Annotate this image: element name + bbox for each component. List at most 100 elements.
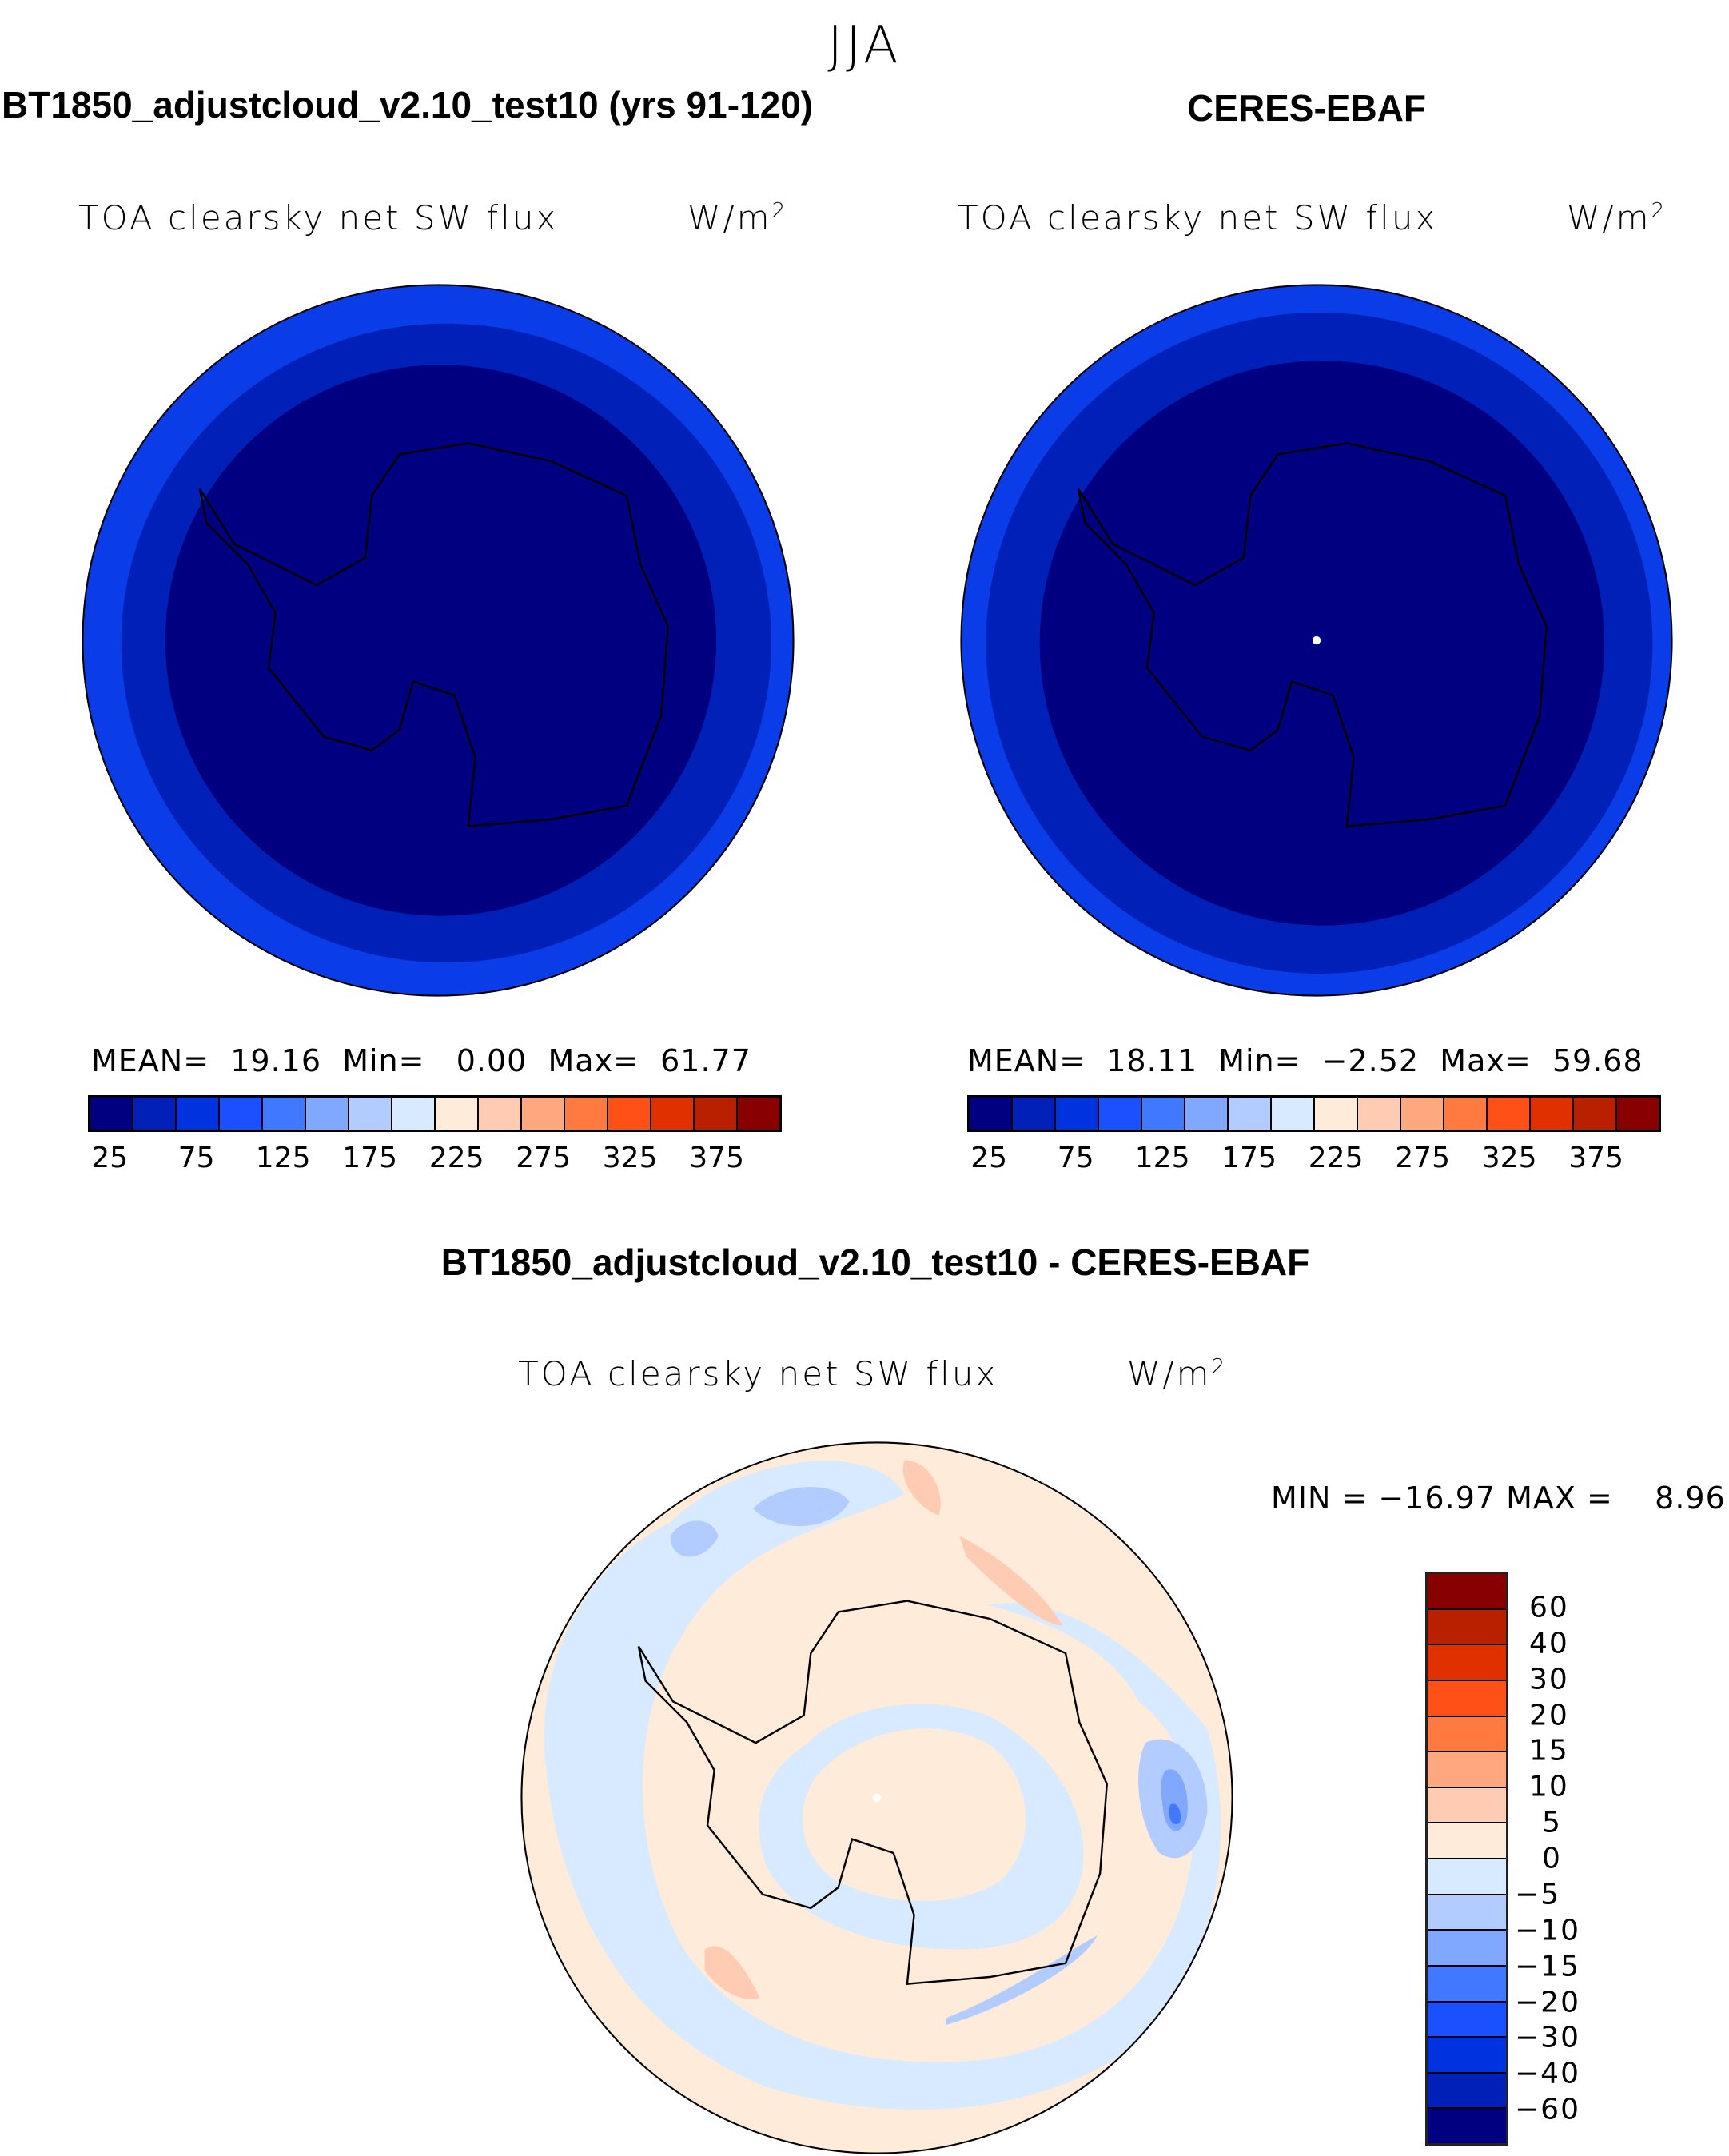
panel1-stats: MEAN= 19.16 Min= 0.00 Max= 61.77 (91, 1043, 751, 1078)
colorbar-tick-label: 325 (1481, 1142, 1537, 1174)
colorbar-box-11 (1444, 1098, 1488, 1130)
colorbar-tick-label: 0 (1542, 1842, 1562, 1875)
colorbar-box-13 (1531, 1098, 1574, 1130)
colorbar-box-15 (738, 1098, 779, 1130)
colorbar-box-15 (1617, 1098, 1659, 1130)
colorbar-tick-label: 175 (342, 1142, 397, 1174)
colorbar-tick-label: 225 (1308, 1142, 1364, 1174)
panel3-map (520, 1441, 1233, 2154)
colorbar-box-9 (1358, 1098, 1401, 1130)
colorbar-box-3 (220, 1098, 263, 1130)
colorbar-tick-label: 5 (1542, 1806, 1562, 1839)
colorbar-box-2 (1428, 1645, 1506, 1681)
colorbar-tick-label: 225 (428, 1142, 484, 1174)
colorbar-tick-label: 275 (516, 1142, 571, 1174)
colorbar-box-9 (1428, 1895, 1506, 1931)
panel2-map (960, 284, 1673, 997)
negative-blob-2 (670, 1520, 719, 1557)
colorbar-tick-label: −15 (1515, 1950, 1580, 1983)
max-label: Max= (548, 1043, 639, 1078)
negative-blob-5 (1169, 1803, 1181, 1824)
panel2-title: CERES-EBAF (1187, 87, 1427, 129)
colorbar-tick-label: 75 (177, 1142, 215, 1174)
colorbar-box-11 (1428, 1966, 1506, 2003)
colorbar-box-8 (1315, 1098, 1358, 1130)
units-sup: 2 (1651, 199, 1667, 223)
pole-marker (1312, 636, 1321, 645)
mean-value: 19.16 (230, 1043, 322, 1078)
colorbar-box-12 (1488, 1098, 1531, 1130)
units-text: W/m (1567, 198, 1651, 237)
colorbar-box-10 (522, 1098, 565, 1130)
panel1-units: W/m2 (687, 198, 787, 237)
panel2-stats: MEAN= 18.11 Min= −2.52 Max= 59.68 (967, 1043, 1643, 1078)
panel2-colorbar (967, 1095, 1661, 1132)
colorbar-box-14 (1574, 1098, 1617, 1130)
positive-blob-3 (704, 1946, 760, 2000)
colorbar-box-13 (1428, 2038, 1506, 2074)
panel3-colorbar (1425, 1572, 1508, 2146)
mean-value: 18.11 (1106, 1043, 1198, 1078)
colorbar-box-5 (1428, 1752, 1506, 1788)
panel1-title: BT1850_adjustcloud_v2.10_test10 (yrs 91-… (2, 84, 814, 126)
negative-blob-4 (1161, 1769, 1188, 1831)
mean-label: MEAN= (967, 1043, 1086, 1078)
colorbar-tick-label: 375 (689, 1142, 744, 1174)
colorbar-box-6 (349, 1098, 392, 1130)
positive-blob-1 (902, 1460, 941, 1516)
panel3-colorbar-ticks: 60 40 30 20 15 10 5 0 −5 −10 −15 −20 −30 −40 −60 (1515, 1572, 1683, 2146)
panel3-title: BT1850_adjustcloud_v2.10_test10 - CERES-… (440, 1241, 1310, 1283)
colorbar-tick-label: 25 (970, 1142, 1008, 1174)
antarctica-coastline (198, 442, 669, 827)
figure-title: JJA (827, 16, 902, 75)
pole-marker (872, 1793, 882, 1803)
panel1-map (82, 284, 795, 997)
colorbar-box-10 (1428, 1931, 1506, 1967)
colorbar-box-5 (306, 1098, 349, 1130)
panel1-variable: TOA clearsky net SW flux (78, 198, 559, 237)
max-value: 61.77 (660, 1043, 751, 1078)
colorbar-tick-label: −20 (1515, 1986, 1580, 2019)
min-value: −2.52 (1321, 1043, 1420, 1078)
colorbar-box-4 (1142, 1098, 1185, 1130)
colorbar-tick-label: 125 (255, 1142, 311, 1174)
ring-inner (1039, 361, 1605, 926)
colorbar-tick-label: −60 (1515, 2093, 1580, 2126)
colorbar-tick-label: 15 (1529, 1734, 1569, 1767)
colorbar-box-11 (565, 1098, 608, 1130)
colorbar-box-2 (1056, 1098, 1099, 1130)
colorbar-box-1 (1428, 1609, 1506, 1646)
colorbar-box-1 (1013, 1098, 1056, 1130)
colorbar-tick-label: 10 (1529, 1770, 1569, 1803)
colorbar-box-4 (1428, 1716, 1506, 1753)
units-sup: 2 (1211, 1355, 1228, 1379)
panel2-units: W/m2 (1567, 198, 1667, 237)
antarctica-coastline (637, 1600, 1108, 1985)
units-text: W/m (687, 198, 772, 237)
colorbar-tick-label: 375 (1568, 1142, 1623, 1174)
colorbar-box-14 (695, 1098, 738, 1130)
colorbar-tick-label: −40 (1515, 2057, 1580, 2090)
antarctica-coastline (1077, 442, 1548, 827)
colorbar-tick-label: −5 (1515, 1878, 1561, 1911)
colorbar-box-4 (263, 1098, 306, 1130)
panel1-colorbar (88, 1095, 782, 1132)
colorbar-box-10 (1401, 1098, 1444, 1130)
colorbar-box-12 (1428, 2002, 1506, 2038)
colorbar-box-7 (1428, 1823, 1506, 1859)
colorbar-box-1 (133, 1098, 177, 1130)
colorbar-box-12 (608, 1098, 651, 1130)
min-value: 0.00 (456, 1043, 528, 1078)
colorbar-box-7 (1272, 1098, 1315, 1130)
colorbar-box-9 (479, 1098, 522, 1130)
colorbar-tick-label: 25 (91, 1142, 129, 1174)
colorbar-box-8 (1428, 1859, 1506, 1895)
colorbar-box-0 (90, 1098, 133, 1130)
units-text: W/m (1127, 1354, 1212, 1393)
colorbar-box-13 (651, 1098, 695, 1130)
colorbar-box-3 (1428, 1680, 1506, 1717)
colorbar-box-0 (970, 1098, 1013, 1130)
colorbar-tick-label: 20 (1529, 1699, 1569, 1732)
negative-blob-1 (752, 1487, 850, 1527)
colorbar-tick-label: 75 (1057, 1142, 1094, 1174)
